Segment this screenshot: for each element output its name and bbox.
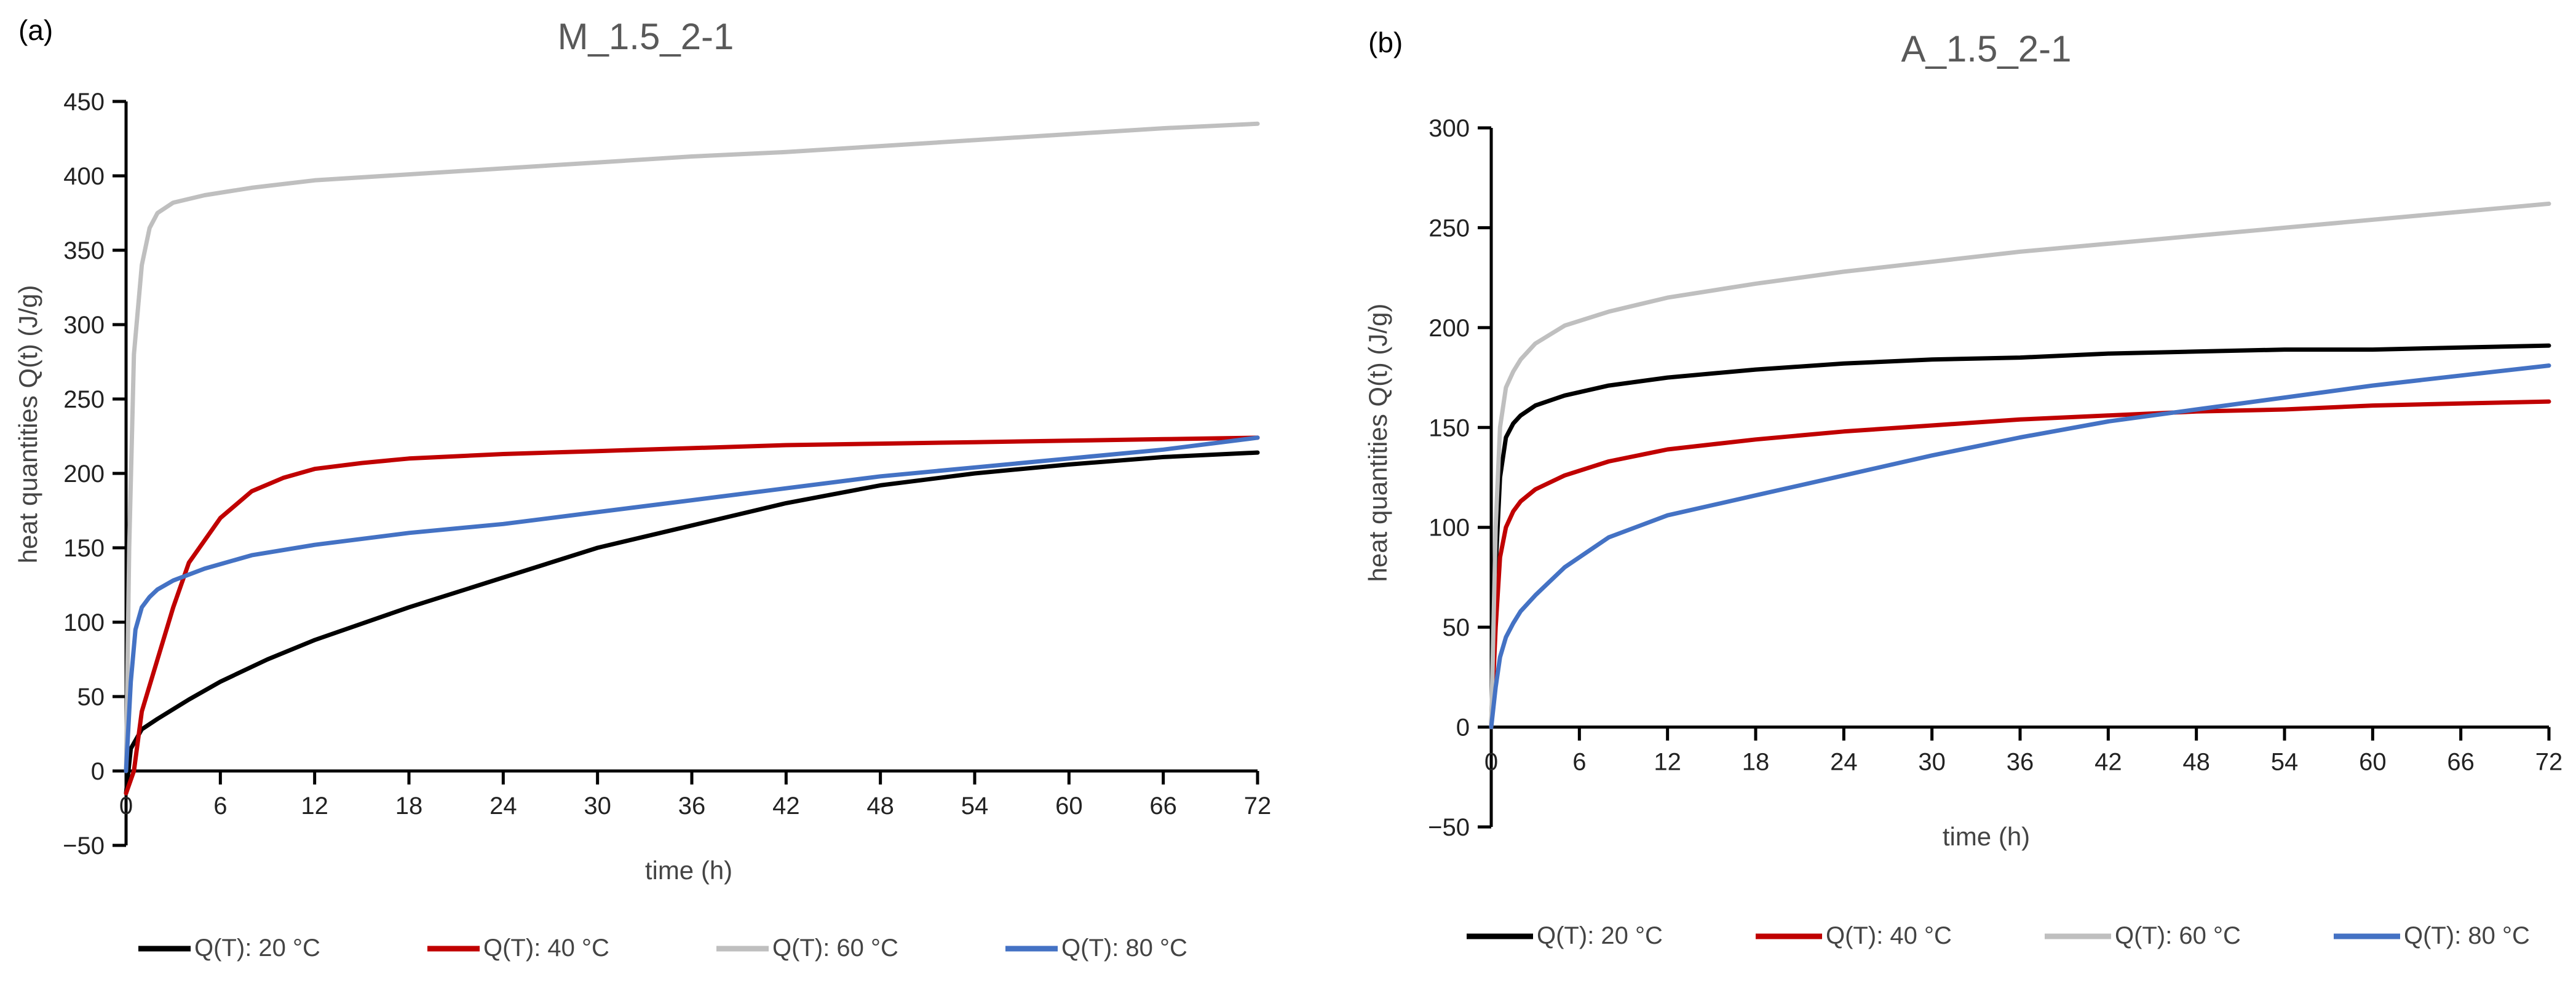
legend-label-1: Q(T): 20 °C	[1537, 922, 1663, 949]
x-tick-label: 48	[866, 792, 894, 820]
y-tick-label: 150	[1429, 414, 1470, 441]
x-tick-label: 54	[961, 792, 989, 820]
y-tick-label: 300	[1429, 115, 1470, 142]
y-tick-label: 100	[1429, 515, 1470, 542]
x-axis-label: time (h)	[645, 856, 732, 885]
x-tick-label: 18	[1742, 749, 1770, 776]
x-tick-label: 42	[772, 792, 800, 820]
legend-label-2: Q(T): 40 °C	[483, 935, 609, 962]
series-line-3	[1489, 201, 2551, 730]
y-tick-label: 400	[63, 163, 105, 190]
y-axis-label: heat quantities Q(t) (J/g)	[14, 285, 42, 564]
chart-title: M_1.5_2-1	[558, 16, 734, 57]
legend-label-3: Q(T): 60 °C	[772, 935, 898, 962]
y-axis-label: heat quantities Q(t) (J/g)	[1363, 304, 1392, 582]
y-tick-label: 150	[63, 535, 105, 562]
series-line-4	[124, 435, 1260, 773]
legend-label-4: Q(T): 80 °C	[2404, 922, 2530, 949]
x-tick-label: 48	[2182, 749, 2210, 776]
x-tick-label: 54	[2271, 749, 2299, 776]
legend-label-2: Q(T): 40 °C	[1826, 922, 1952, 949]
y-tick-label: 250	[1429, 215, 1470, 242]
y-tick-label: 100	[63, 609, 105, 636]
x-tick-label: 18	[395, 792, 423, 820]
x-tick-label: 72	[1244, 792, 1272, 820]
legend-label-3: Q(T): 60 °C	[2115, 922, 2241, 949]
series-line-2	[124, 435, 1260, 796]
legend-label-1: Q(T): 20 °C	[194, 935, 320, 962]
y-tick-label: 450	[63, 89, 105, 116]
x-tick-label: 36	[678, 792, 706, 820]
x-tick-label: 24	[1830, 749, 1858, 776]
x-tick-label: 12	[301, 792, 328, 820]
y-tick-label: −50	[1428, 814, 1470, 841]
y-tick-label: 50	[77, 684, 105, 711]
x-tick-label: 60	[2359, 749, 2387, 776]
x-tick-label: 66	[2447, 749, 2475, 776]
x-tick-label: 0	[119, 792, 133, 820]
series-line-1	[124, 450, 1260, 796]
x-tick-label: 12	[1654, 749, 1681, 776]
chart-panel-b: (b) A_1.5_2-1 −50 0 50 100 150 200 250 300 0 6 12 18 2…	[1363, 26, 2562, 949]
x-tick-label: 6	[1572, 749, 1586, 776]
y-tick-label: 200	[1429, 315, 1470, 342]
chart-panel-a: (a) M_1.5_2-1−500501001502002503003504004…	[14, 14, 1271, 962]
y-tick-label: 0	[91, 758, 105, 785]
x-tick-label: 72	[2535, 749, 2563, 776]
chart-title: A_1.5_2-1	[1901, 28, 2072, 69]
series-line-2	[1489, 399, 2551, 730]
panel-label: (a)	[18, 14, 53, 46]
y-tick-label: 0	[1456, 714, 1470, 741]
y-tick-label: 300	[63, 312, 105, 339]
y-tick-label: 200	[63, 460, 105, 488]
panel-label: (b)	[1368, 26, 1403, 58]
series-line-1	[1489, 343, 2551, 730]
series-line-3	[124, 121, 1260, 773]
x-tick-label: 60	[1055, 792, 1083, 820]
x-tick-label: 42	[2094, 749, 2122, 776]
x-tick-label: 30	[1918, 749, 1946, 776]
x-axis-label: time (h)	[1943, 822, 2030, 851]
x-tick-label: 30	[584, 792, 611, 820]
series-line-4	[1489, 363, 2551, 730]
y-tick-label: 50	[1443, 614, 1470, 641]
y-tick-label: −50	[63, 832, 105, 860]
x-tick-label: 6	[213, 792, 227, 820]
legend-label-4: Q(T): 80 °C	[1061, 935, 1187, 962]
x-tick-label: 66	[1149, 792, 1177, 820]
y-tick-label: 350	[63, 237, 105, 264]
x-tick-label: 24	[489, 792, 517, 820]
x-tick-label: 36	[2007, 749, 2034, 776]
y-tick-label: 250	[63, 386, 105, 413]
x-tick-label: 0	[1484, 749, 1498, 776]
